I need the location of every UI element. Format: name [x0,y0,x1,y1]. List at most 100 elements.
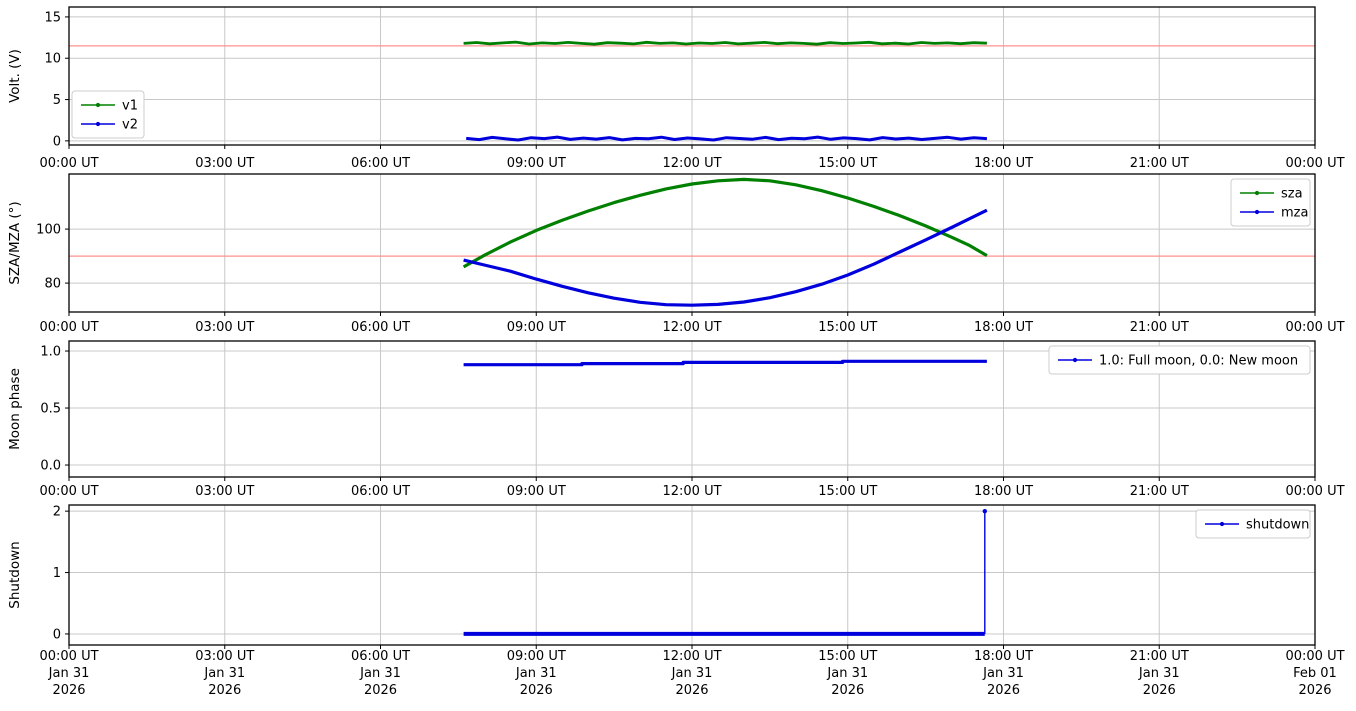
subplot-moon-phase: 00:00 UT 03:00 UT 06:00 UT 09:00 UT 12:00 UT… [7,340,1345,499]
y-axis-label: SZA/MZA (°) [7,201,23,284]
x-tick-label: 03:00 UT [195,484,254,499]
x-tick-year-label: 2026 [364,683,397,698]
x-tick-label: 03:00 UT [195,320,254,335]
x-tick-label: 09:00 UT [507,320,566,335]
x-tick-label: 00:00 UT [1285,320,1344,335]
legend: shutdown [1195,509,1311,539]
x-tick-year-label: 2026 [1143,683,1176,698]
x-tick-label: 12:00 UT [662,320,721,335]
x-tick-label: 06:00 UT [351,649,410,664]
x-tick-label: 12:00 UT [662,649,721,664]
x-tick-year-label: 2026 [208,683,241,698]
x-tick-date-label: Jan 31 [1138,666,1180,681]
legend-label: v1 [122,99,138,114]
y-tick-label: 15 [44,10,61,25]
y-axis-label: Volt. (V) [7,49,23,103]
legend-marker [95,121,101,127]
x-tick-label: 03:00 UT [195,649,254,664]
x-tick-label: 06:00 UT [351,320,410,335]
legend-label: shutdown [1246,518,1309,533]
legend-label: v2 [122,118,138,133]
x-tick-year-label: 2026 [831,683,864,698]
legend-marker [1254,190,1260,196]
y-tick-label: 2 [53,505,61,520]
series-v2-line [466,135,987,142]
series-mza-line [463,208,988,307]
y-tick-label: 0.5 [40,402,61,417]
y-tick-label: 80 [44,277,61,292]
x-tick-label: 03:00 UT [195,156,254,171]
x-tick-date-label: Jan 31 [359,666,401,681]
legend-box [1048,345,1311,375]
legend-box [1195,509,1311,539]
x-tick-label: 18:00 UT [974,156,1033,171]
x-tick-label: 21:00 UT [1130,649,1189,664]
legend-marker [1072,357,1078,363]
y-tick-label: 0 [53,134,61,149]
x-tick-label: 09:00 UT [507,649,566,664]
subplot-sza-mza: 00:00 UT 03:00 UT 06:00 UT 09:00 UT 12:00 UT… [7,173,1345,335]
y-axis-label: Moon phase [7,368,23,450]
x-tick-year-label: 2026 [52,683,85,698]
x-tick-label: 21:00 UT [1130,484,1189,499]
x-tick-label: 00:00 UT [1285,649,1344,664]
series-moon-phase-line [463,359,987,367]
legend-label: 1.0: Full moon, 0.0: New moon [1099,354,1298,369]
x-tick-label: 00:00 UT [39,156,98,171]
legend-marker [1219,521,1225,527]
legend: sza mza [1230,178,1311,227]
x-tick-label: 00:00 UT [1285,484,1344,499]
x-tick-year-label: 2026 [675,683,708,698]
x-tick-label: 00:00 UT [39,320,98,335]
subplot-volt-v: 00:00 UT 03:00 UT 06:00 UT 09:00 UT 12:00 UT… [7,6,1345,171]
x-tick-date-label: Jan 31 [515,666,557,681]
x-tick-label: 09:00 UT [507,484,566,499]
x-tick-year-label: 2026 [987,683,1020,698]
series-shutdown-spike-marker [982,508,988,514]
x-tick-label: 15:00 UT [818,649,877,664]
x-tick-date-label: Jan 31 [982,666,1024,681]
legend-box [1230,178,1311,227]
x-tick-label: 18:00 UT [974,320,1033,335]
x-tick-label: 12:00 UT [662,484,721,499]
y-tick-label: 0 [53,627,61,642]
y-axis-label: Shutdown [7,541,23,608]
y-tick-label: 10 [44,52,61,67]
x-tick-label: 15:00 UT [818,320,877,335]
legend-marker [95,102,101,108]
x-tick-label: 00:00 UT [39,649,98,664]
x-tick-label: 06:00 UT [351,484,410,499]
x-tick-year-label: 2026 [520,683,553,698]
x-tick-label: 21:00 UT [1130,320,1189,335]
x-tick-label: 21:00 UT [1130,156,1189,171]
legend-box [71,90,145,139]
legend-marker [1254,209,1260,215]
x-tick-label: 18:00 UT [974,649,1033,664]
x-tick-label: 00:00 UT [39,484,98,499]
x-tick-label: 15:00 UT [818,484,877,499]
x-tick-date-label: Feb 01 [1293,666,1337,681]
x-tick-label: 15:00 UT [818,156,877,171]
x-tick-year-label: 2026 [1298,683,1331,698]
x-tick-label: 12:00 UT [662,156,721,171]
x-tick-date-label: Jan 31 [671,666,713,681]
x-tick-date-label: Jan 31 [826,666,868,681]
x-tick-label: 00:00 UT [1285,156,1344,171]
y-tick-label: 5 [53,93,61,108]
y-tick-label: 0.0 [40,459,61,474]
y-tick-label: 100 [36,223,61,238]
x-tick-label: 09:00 UT [507,156,566,171]
y-tick-label: 1.0 [40,345,61,360]
legend: 1.0: Full moon, 0.0: New moon [1048,345,1311,375]
x-tick-date-label: Jan 31 [48,666,90,681]
x-tick-label: 18:00 UT [974,484,1033,499]
series-sza-line [462,177,988,269]
legend-label: sza [1281,187,1303,202]
subplot-shutdown: 00:00 UT Jan 31 2026 03:00 UT Jan 31 2026 06:0… [7,504,1345,698]
y-tick-label: 1 [53,566,61,581]
x-tick-date-label: Jan 31 [203,666,245,681]
series-v1-line [463,40,987,46]
